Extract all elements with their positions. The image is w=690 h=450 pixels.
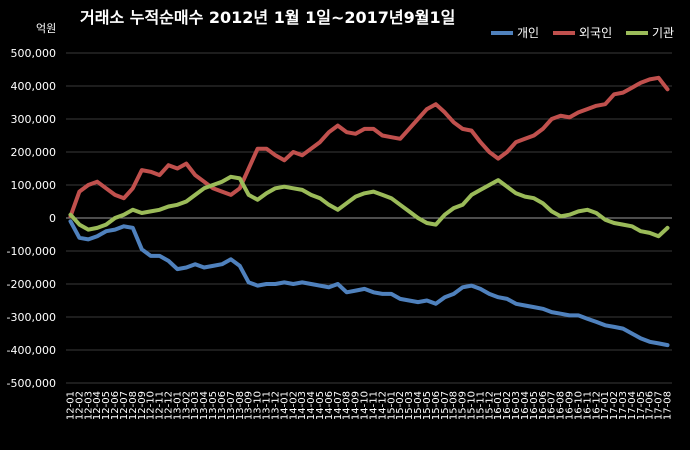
chart-title: 거래소 누적순매수 2012년 1월 1일~2017년9월1일 bbox=[80, 8, 455, 27]
x-tick-label: 12-08 bbox=[128, 391, 139, 420]
x-tick-label: 15-11 bbox=[475, 391, 486, 420]
x-tick-label: 15-04 bbox=[413, 391, 424, 420]
x-tick-label: 16-08 bbox=[556, 391, 567, 420]
x-tick-label: 12-03 bbox=[83, 391, 94, 420]
x-tick-label: 14-10 bbox=[360, 391, 371, 420]
x-tick-label: 15-02 bbox=[395, 391, 406, 420]
legend-label-개인: 개인 bbox=[517, 26, 539, 40]
y-tick-label: -100,000 bbox=[7, 245, 56, 258]
x-axis-ticks: 12-0112-0212-0312-0412-0512-0612-0712-08… bbox=[65, 391, 673, 420]
y-tick-label: -500,000 bbox=[7, 377, 56, 390]
x-tick-label: 14-06 bbox=[324, 391, 335, 420]
x-tick-label: 16-10 bbox=[573, 391, 584, 420]
x-tick-label: 12-02 bbox=[74, 391, 85, 420]
x-tick-label: 15-12 bbox=[484, 391, 495, 420]
x-tick-label: 12-06 bbox=[110, 391, 121, 420]
x-tick-label: 13-05 bbox=[208, 391, 219, 420]
x-tick-label: 14-05 bbox=[315, 391, 326, 420]
x-tick-label: 13-01 bbox=[172, 391, 183, 420]
x-tick-label: 13-10 bbox=[253, 391, 264, 420]
x-tick-label: 14-09 bbox=[351, 391, 362, 420]
x-tick-label: 15-06 bbox=[431, 391, 442, 420]
x-tick-label: 15-05 bbox=[422, 391, 433, 420]
legend-label-외국인: 외국인 bbox=[579, 26, 612, 40]
y-tick-label: 100,000 bbox=[11, 179, 57, 192]
x-tick-label: 14-11 bbox=[368, 391, 379, 420]
x-tick-label: 17-08 bbox=[663, 391, 674, 420]
x-tick-label: 16-01 bbox=[493, 391, 504, 420]
x-tick-label: 15-07 bbox=[440, 391, 451, 420]
x-tick-label: 15-09 bbox=[458, 391, 469, 420]
x-tick-label: 13-03 bbox=[190, 391, 201, 420]
x-tick-label: 17-01 bbox=[600, 391, 611, 420]
x-tick-label: 14-12 bbox=[377, 391, 388, 420]
x-tick-label: 16-04 bbox=[520, 391, 531, 420]
x-tick-label: 14-08 bbox=[342, 391, 353, 420]
y-tick-label: -400,000 bbox=[7, 344, 56, 357]
series-line-기관 bbox=[68, 174, 670, 239]
x-tick-label: 16-12 bbox=[591, 391, 602, 420]
x-tick-label: 13-12 bbox=[270, 391, 281, 420]
x-tick-label: 12-10 bbox=[146, 391, 157, 420]
x-tick-label: 13-06 bbox=[217, 391, 228, 420]
x-tick-label: 15-03 bbox=[404, 391, 415, 420]
x-tick-label: 14-02 bbox=[288, 391, 299, 420]
x-tick-label: 15-08 bbox=[449, 391, 460, 420]
x-tick-label: 16-05 bbox=[529, 391, 540, 420]
legend-label-기관: 기관 bbox=[652, 26, 674, 40]
x-tick-label: 14-04 bbox=[306, 391, 317, 420]
x-tick-label: 17-05 bbox=[636, 391, 647, 420]
x-tick-label: 16-06 bbox=[538, 391, 549, 420]
x-tick-label: 14-07 bbox=[333, 391, 344, 420]
x-tick-label: 16-11 bbox=[582, 391, 593, 420]
x-tick-label: 13-07 bbox=[226, 391, 237, 420]
y-unit-label: 억원 bbox=[36, 22, 56, 35]
x-tick-label: 12-09 bbox=[137, 391, 148, 420]
series-lines bbox=[68, 75, 670, 348]
x-tick-label: 12-05 bbox=[101, 391, 112, 420]
x-tick-label: 13-04 bbox=[199, 391, 210, 420]
x-tick-label: 12-07 bbox=[119, 391, 130, 420]
x-tick-label: 17-07 bbox=[654, 391, 665, 420]
y-tick-label: 300,000 bbox=[11, 113, 57, 126]
x-tick-label: 17-02 bbox=[609, 391, 620, 420]
y-tick-label: -300,000 bbox=[7, 311, 56, 324]
x-tick-label: 16-02 bbox=[502, 391, 513, 420]
x-tick-label: 13-11 bbox=[262, 391, 273, 420]
x-tick-label: 12-01 bbox=[65, 391, 76, 420]
y-tick-label: 400,000 bbox=[11, 80, 57, 93]
x-tick-label: 16-07 bbox=[547, 391, 558, 420]
x-tick-label: 13-02 bbox=[181, 391, 192, 420]
series-line-개인 bbox=[68, 219, 670, 348]
y-tick-label: 200,000 bbox=[11, 146, 57, 159]
legend: 개인 외국인 기관 bbox=[491, 26, 674, 40]
y-tick-label: 0 bbox=[49, 212, 56, 225]
x-tick-label: 17-04 bbox=[627, 391, 638, 420]
x-tick-label: 13-09 bbox=[244, 391, 255, 420]
y-axis-ticks: 500,000 400,000 300,000 200,000 100,000 0 -100… bbox=[7, 47, 56, 390]
x-tick-label: 14-01 bbox=[279, 391, 290, 420]
x-tick-label: 16-03 bbox=[511, 391, 522, 420]
series-line-외국인 bbox=[68, 75, 670, 219]
x-tick-label: 17-06 bbox=[645, 391, 656, 420]
x-tick-label: 12-04 bbox=[92, 391, 103, 420]
grid bbox=[66, 52, 672, 384]
y-tick-label: 500,000 bbox=[11, 47, 57, 60]
y-tick-label: -200,000 bbox=[7, 278, 56, 291]
x-tick-label: 15-10 bbox=[466, 391, 477, 420]
x-tick-label: 14-03 bbox=[297, 391, 308, 420]
x-tick-label: 12-11 bbox=[155, 391, 166, 420]
x-tick-label: 13-08 bbox=[235, 391, 246, 420]
x-tick-label: 16-09 bbox=[565, 391, 576, 420]
x-tick-label: 17-03 bbox=[618, 391, 629, 420]
x-tick-label: 12-12 bbox=[163, 391, 174, 420]
x-tick-label: 15-01 bbox=[386, 391, 397, 420]
